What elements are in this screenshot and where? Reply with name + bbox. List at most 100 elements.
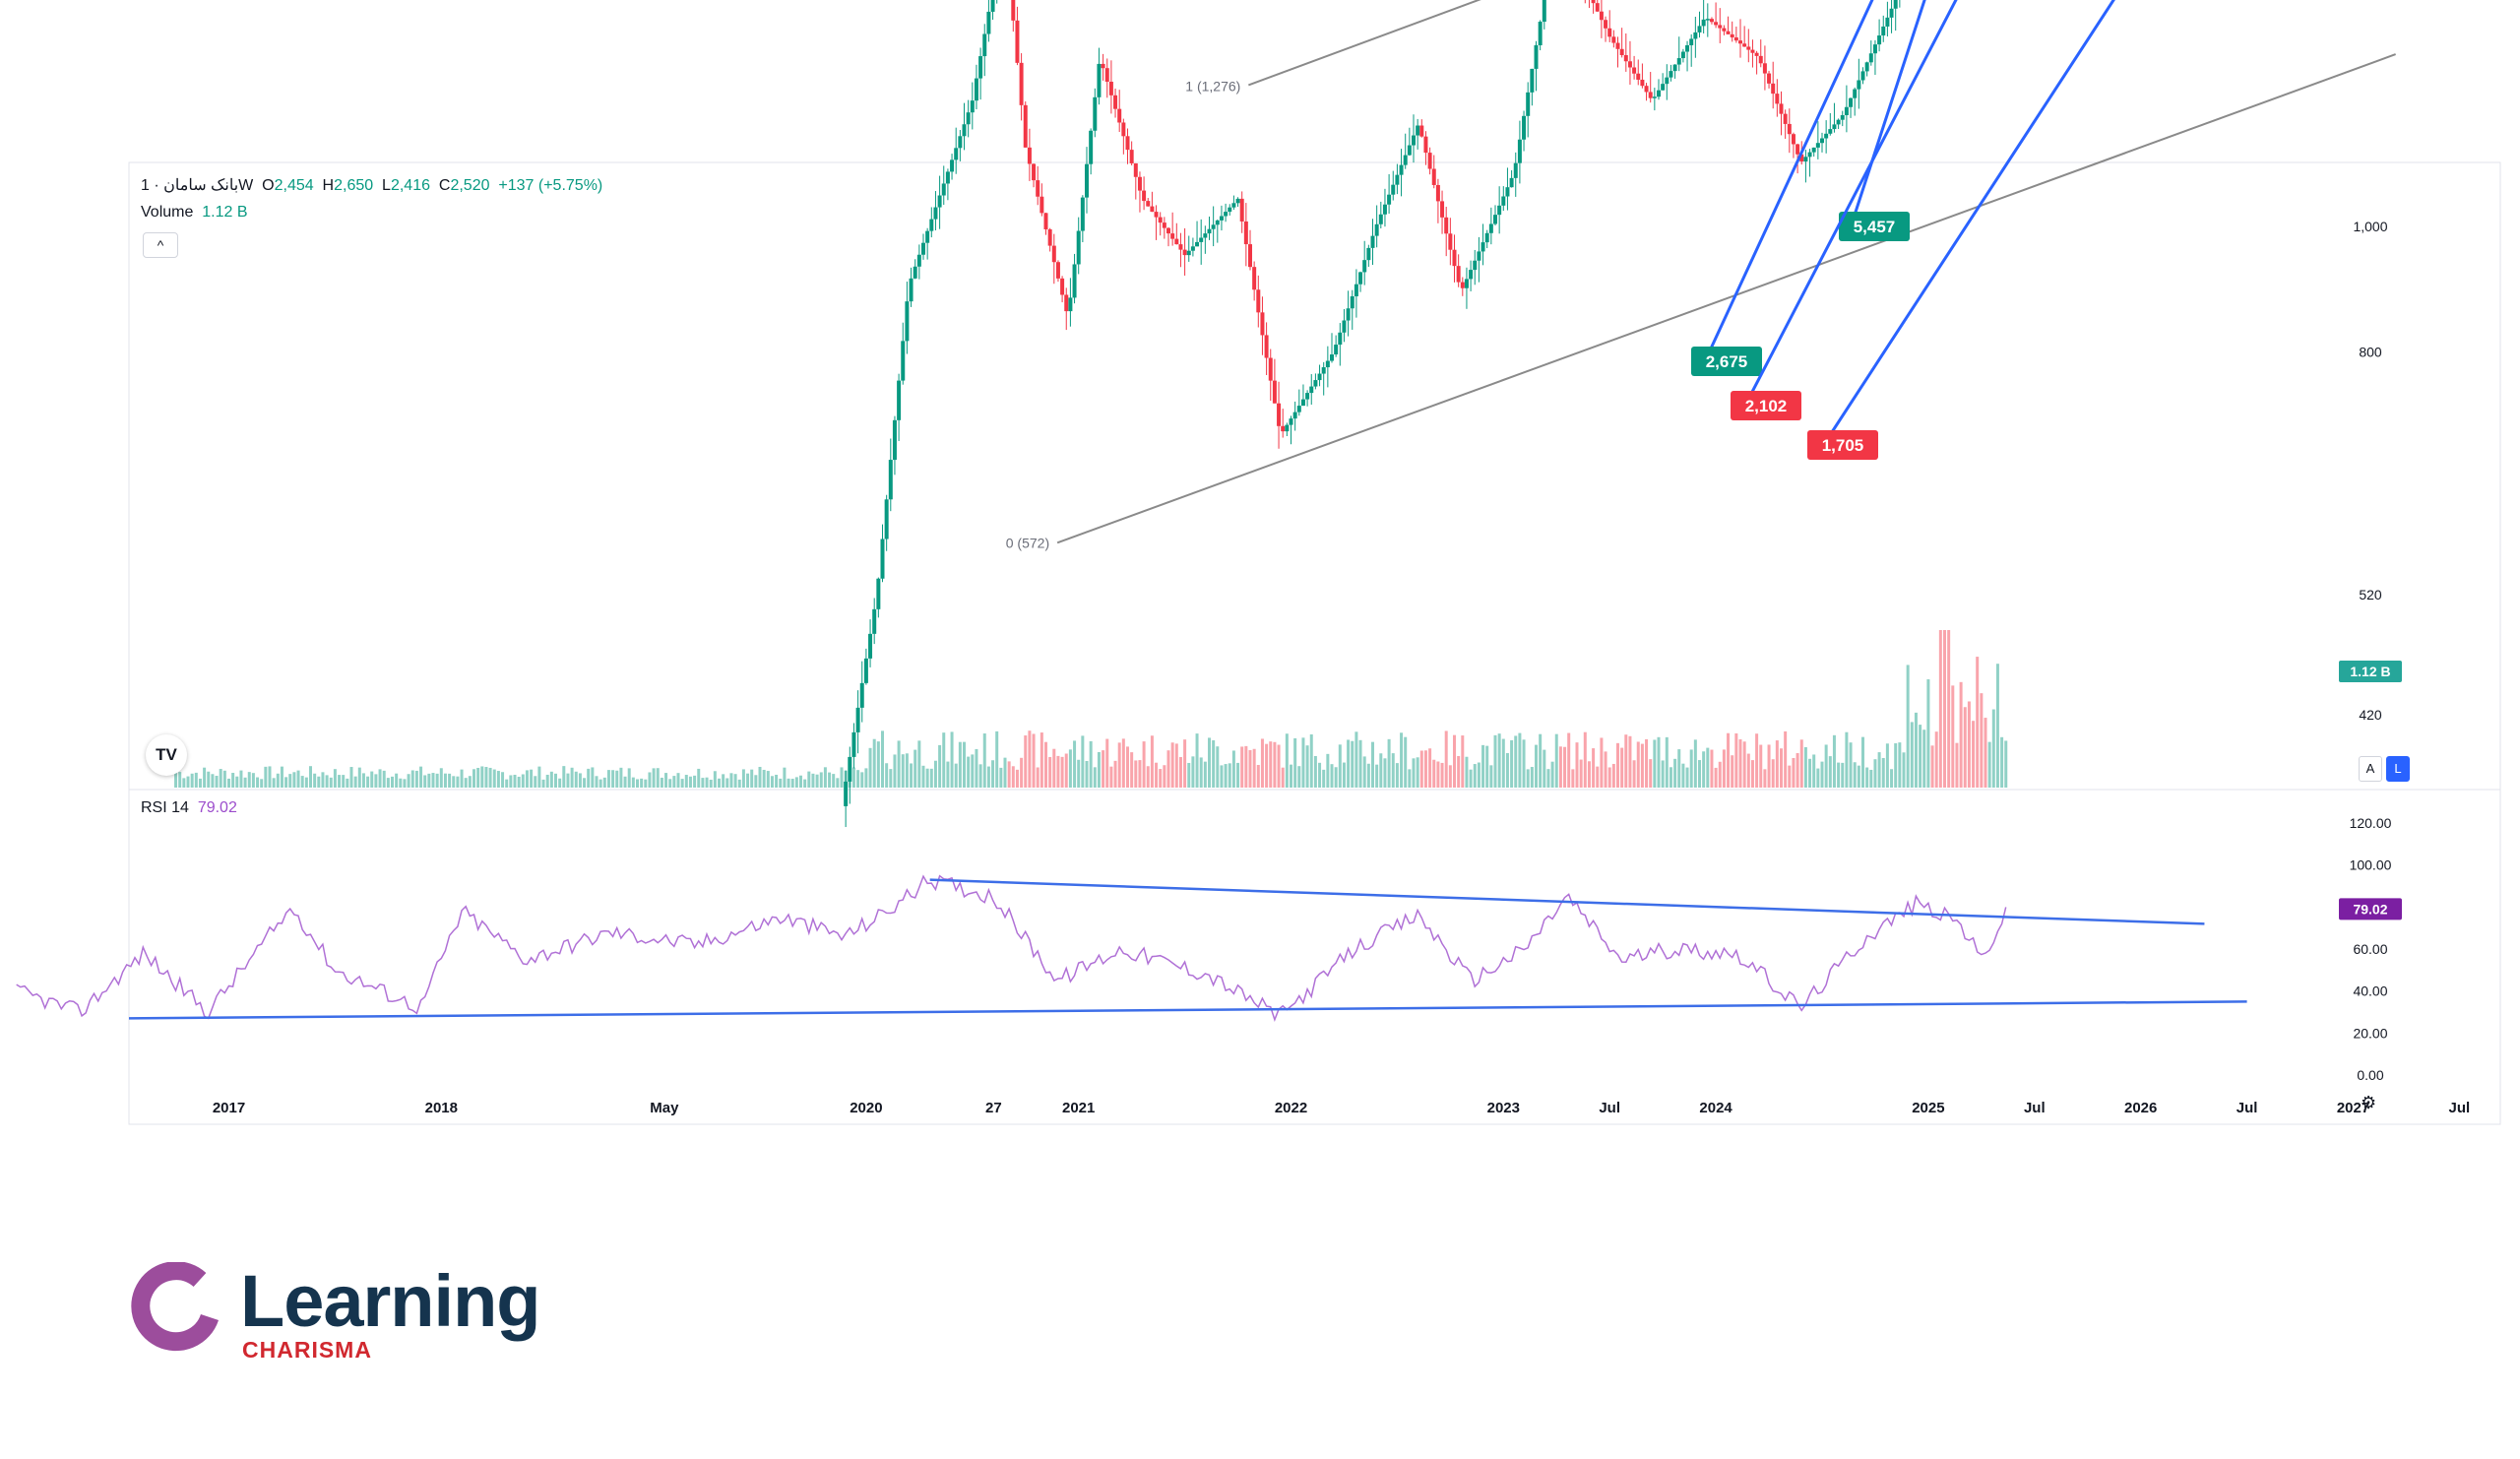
volume-bar	[1510, 739, 1514, 788]
volume-bar	[1640, 743, 1644, 788]
candle-body	[1791, 134, 1796, 145]
high-label: H	[322, 177, 335, 194]
tradingview-logo-icon[interactable]: TV	[146, 734, 187, 776]
volume-bar	[1530, 767, 1534, 788]
volume-bar	[366, 776, 370, 788]
volume-bar	[280, 766, 284, 788]
candle-body	[929, 219, 934, 231]
candle-body	[1860, 71, 1865, 81]
volume-bar	[1301, 737, 1305, 788]
candle-body	[1089, 130, 1094, 164]
candle-body	[1264, 335, 1269, 358]
candle-body	[1456, 266, 1461, 283]
volume-bar	[893, 754, 897, 788]
volume-bar	[378, 769, 382, 788]
volume-bar	[1775, 740, 1779, 788]
volume-bar	[1780, 748, 1783, 788]
volume-bar	[1722, 749, 1726, 788]
candle-body	[1627, 61, 1632, 68]
volume-bar	[1485, 745, 1489, 788]
volume-bar	[276, 773, 280, 788]
volume-bar	[1281, 767, 1285, 788]
volume-bar	[803, 779, 807, 788]
candle-body	[1412, 135, 1416, 146]
rsi-axis-tick: 20.00	[2353, 1025, 2387, 1041]
volume-bar	[1742, 741, 1746, 788]
volume-bar	[1592, 748, 1596, 788]
candle-body	[855, 707, 860, 732]
candle-body	[1162, 222, 1166, 228]
volume-bar	[537, 766, 541, 788]
candle-body	[1750, 49, 1755, 53]
candle-body	[1787, 123, 1792, 135]
volume-bar	[701, 778, 705, 788]
volume-bar	[697, 768, 701, 788]
volume-bar	[534, 776, 537, 788]
volume-bar	[836, 778, 840, 788]
volume-bar	[872, 738, 876, 788]
candle-body	[1395, 174, 1400, 185]
candle-body	[1170, 233, 1175, 239]
collapse-legend-button[interactable]: ^	[143, 232, 178, 258]
volume-bar	[1959, 681, 1963, 788]
candle-body	[1313, 380, 1318, 387]
candle-body	[1296, 406, 1301, 412]
candle-body	[1117, 108, 1122, 123]
volume-bar	[545, 774, 549, 788]
volume-bar	[905, 753, 909, 788]
volume-bar	[1587, 761, 1591, 788]
volume-bar	[775, 774, 779, 788]
candle-body	[982, 33, 987, 57]
log-scale-button[interactable]: L	[2386, 756, 2410, 782]
time-axis-label: May	[650, 1100, 679, 1116]
volume-bar	[1955, 742, 1959, 788]
volume-bar	[971, 754, 975, 788]
volume-bar	[1007, 761, 1011, 788]
candle-body	[1877, 35, 1882, 45]
volume-bar	[1163, 765, 1166, 788]
volume-bar	[1208, 737, 1211, 788]
candle-body	[1076, 230, 1081, 265]
volume-bar	[1649, 759, 1653, 788]
volume-bar	[578, 773, 582, 788]
volume-bar	[929, 768, 933, 788]
candle-body	[1272, 380, 1277, 404]
volume-bar	[1636, 741, 1640, 788]
candle-body	[1640, 79, 1645, 87]
volume-bar	[1146, 766, 1150, 788]
volume-bar	[978, 764, 982, 788]
candle-body	[986, 11, 991, 34]
volume-bar	[811, 773, 815, 788]
volume-bar	[1853, 762, 1857, 788]
volume-bar	[1252, 748, 1256, 788]
volume-bar	[186, 776, 190, 788]
volume-bar	[1596, 766, 1600, 788]
volume-bar	[476, 767, 480, 788]
volume-bar	[1877, 752, 1881, 788]
volume-bar	[1183, 739, 1187, 788]
candle-body	[1722, 28, 1727, 32]
symbol-title[interactable]: بانک سامان · 1W	[141, 177, 254, 194]
candle-body	[1726, 31, 1731, 34]
volume-bar	[1894, 743, 1898, 788]
volume-bar	[889, 769, 893, 788]
volume-bar	[1980, 693, 1984, 788]
volume-bar	[1881, 757, 1885, 788]
volume-bar	[1224, 764, 1228, 788]
volume-bar	[840, 767, 844, 788]
candle-body	[1362, 260, 1367, 273]
auto-scale-button[interactable]: A	[2359, 756, 2382, 782]
volume-bar	[1976, 657, 1980, 788]
gear-icon[interactable]: ⚙	[2361, 1093, 2377, 1112]
volume-bar	[1539, 733, 1543, 788]
volume-bar	[741, 769, 745, 788]
candle-body	[1497, 205, 1502, 216]
volume-bar	[1040, 732, 1043, 788]
candle-body	[1448, 233, 1453, 250]
candle-body	[1807, 152, 1812, 158]
volume-bar	[1432, 759, 1436, 788]
volume-bar	[1032, 733, 1036, 788]
candle-body	[1334, 345, 1339, 355]
brand-logo-icon	[131, 1262, 220, 1352]
